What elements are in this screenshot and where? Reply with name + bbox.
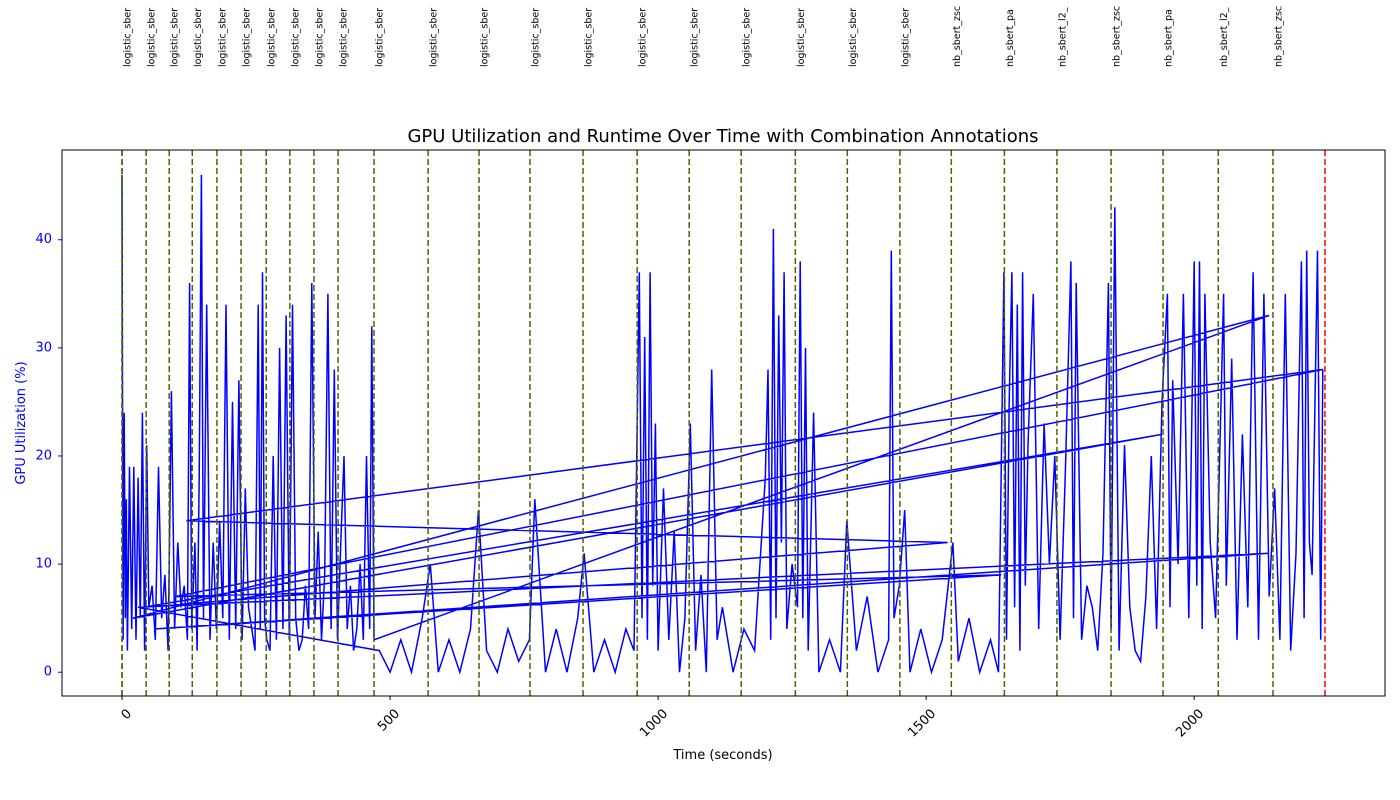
annotation-label: logistic_sber — [193, 8, 204, 67]
annotation-label: logistic_sber — [339, 8, 350, 67]
annotation-label: nb_sbert_l2_ — [1057, 7, 1068, 67]
x-tick-label: 500 — [375, 706, 403, 734]
x-tick-label: 1000 — [637, 706, 671, 740]
annotation-label: logistic_sber — [584, 8, 595, 67]
annotation-label: nb_sbert_zsc — [952, 6, 963, 67]
x-tick-label: 1500 — [905, 706, 939, 740]
annotation-label: logistic_sber — [374, 8, 385, 67]
annotation-label: logistic_sber — [242, 8, 253, 67]
annotation-label: logistic_sber — [530, 8, 541, 67]
annotation-label: nb_sbert_zsc — [1112, 6, 1123, 67]
x-tick-label: 0 — [119, 706, 135, 722]
annotation-label: logistic_sber — [314, 8, 325, 67]
annotation-label: nb_sbert_l2_ — [1219, 7, 1230, 67]
x-tick-label: 2000 — [1173, 706, 1207, 740]
chart-title: GPU Utilization and Runtime Over Time wi… — [407, 126, 1038, 147]
annotation-label: logistic_sber — [848, 8, 859, 67]
y-tick-label: 0 — [44, 665, 52, 680]
annotation-label: logistic_sber — [217, 8, 228, 67]
annotation-label: logistic_sber — [123, 8, 134, 67]
annotation-label: logistic_sber — [429, 8, 440, 67]
annotation-label: nb_sbert_zsc — [1273, 6, 1284, 67]
data-line — [121, 174, 1324, 676]
plot-frame — [61, 149, 1386, 697]
x-axis-label: Time (seconds) — [672, 748, 772, 763]
y-tick-label: 10 — [35, 557, 52, 572]
annotation-label: logistic_sber — [742, 8, 753, 67]
y-tick-label: 40 — [35, 232, 52, 247]
annotation-label: logistic_sber — [267, 8, 278, 67]
annotation-label: logistic_sber — [290, 8, 301, 67]
y-axis-label: GPU Utilization (%) — [14, 361, 29, 484]
annotation-label: nb_sbert_pa — [1005, 9, 1016, 67]
y-tick-label: 20 — [35, 448, 52, 463]
y-tick-label: 30 — [35, 340, 52, 355]
annotation-label: logistic_sber — [900, 8, 911, 67]
annotation-label: logistic_sber — [796, 8, 807, 67]
annotation-label: nb_sbert_pa — [1164, 9, 1175, 67]
annotation-label: logistic_sber — [147, 8, 158, 67]
annotation-label: logistic_sber — [690, 8, 701, 67]
annotation-label: logistic_sber — [170, 8, 181, 67]
annotation-label: logistic_sber — [638, 8, 649, 67]
annotation-label: logistic_sber — [480, 8, 491, 67]
